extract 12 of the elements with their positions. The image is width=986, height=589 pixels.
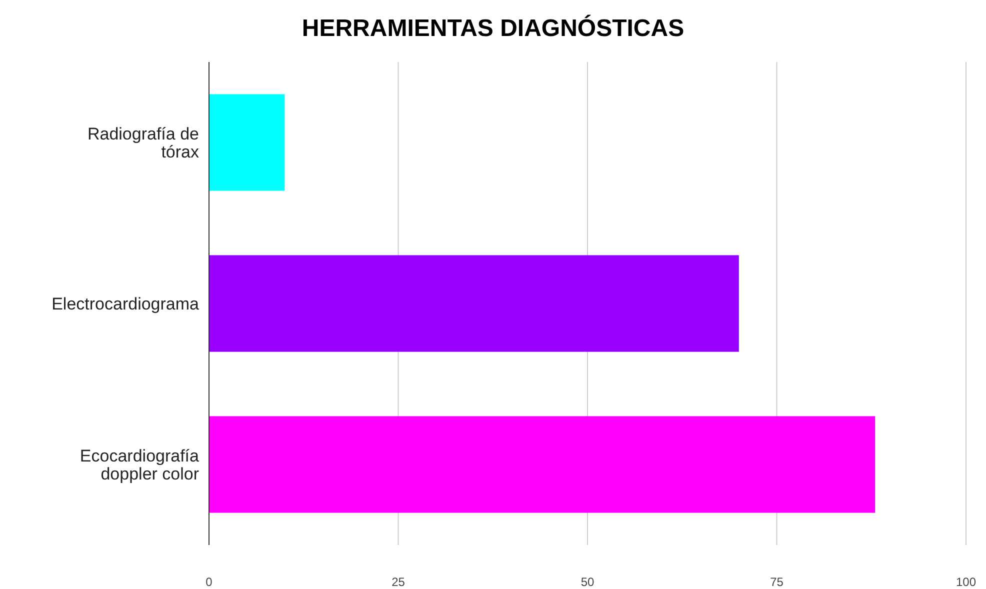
bar (209, 416, 876, 513)
chart-title: HERRAMIENTAS DIAGNÓSTICAS (302, 14, 684, 42)
x-tick-label: 50 (580, 575, 594, 589)
x-tick-label: 25 (392, 575, 406, 589)
y-tick-label: Radiografía de tórax (87, 124, 200, 162)
y-tick-label: Ecocardiografía doppler color (80, 446, 200, 484)
bar (209, 255, 739, 352)
x-tick-label: 100 (956, 575, 976, 589)
bar (209, 94, 285, 191)
y-tick-label: Electrocardiograma (52, 294, 200, 314)
x-tick-label: 75 (770, 575, 784, 589)
x-tick-label: 0 (206, 575, 213, 589)
